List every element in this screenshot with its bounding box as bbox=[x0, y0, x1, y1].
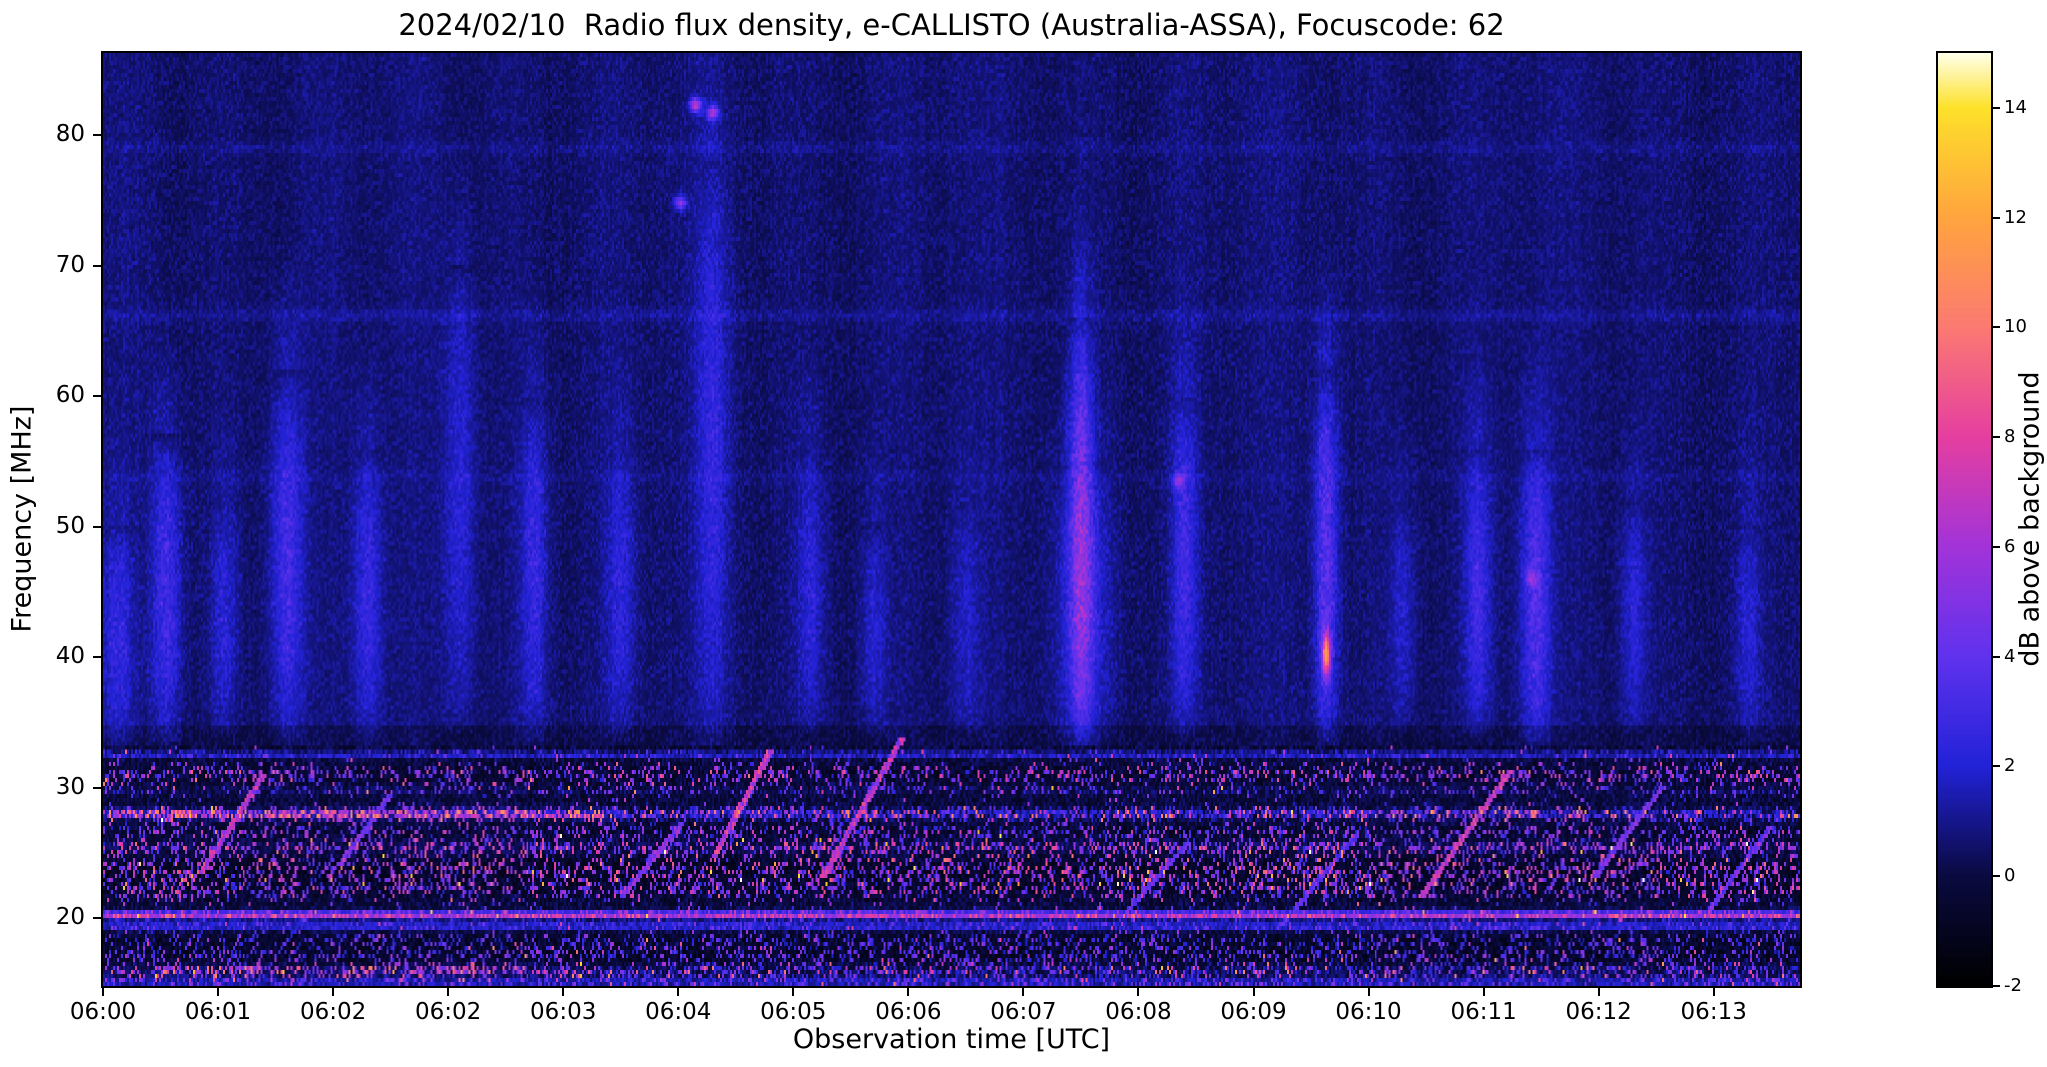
x-tick-label: 06:06 bbox=[875, 999, 942, 1025]
colorbar-tick-mark bbox=[1993, 985, 2000, 987]
colorbar-tick-label: -2 bbox=[2004, 975, 2022, 996]
y-tick-mark bbox=[93, 395, 101, 398]
chart-title: 2024/02/10 Radio flux density, e-CALLIST… bbox=[398, 8, 1505, 42]
colorbar-tick-label: 10 bbox=[2004, 316, 2027, 338]
y-tick-mark bbox=[93, 656, 101, 659]
colorbar-tick-mark bbox=[1993, 655, 2000, 658]
x-tick-label: 06:08 bbox=[1105, 999, 1172, 1025]
x-tick-mark bbox=[332, 988, 335, 996]
x-tick-mark bbox=[677, 988, 680, 996]
colorbar-label: dB above background bbox=[2014, 371, 2046, 667]
x-tick-mark bbox=[1482, 988, 1485, 996]
x-tick-label: 06:13 bbox=[1680, 999, 1747, 1025]
y-tick-label: 50 bbox=[55, 512, 85, 539]
x-tick-mark bbox=[1137, 988, 1140, 996]
colorbar-tick-mark bbox=[1993, 545, 2000, 548]
y-tick-mark bbox=[93, 134, 101, 137]
y-tick-label: 60 bbox=[55, 382, 85, 409]
x-axis-label: Observation time [UTC] bbox=[792, 1024, 1111, 1055]
x-tick-label: 06:10 bbox=[1335, 999, 1402, 1025]
colorbar-tick-label: 4 bbox=[2004, 645, 2016, 667]
y-tick-label: 30 bbox=[55, 773, 85, 800]
x-tick-label: 06:00 bbox=[69, 999, 137, 1025]
x-tick-label: 06:04 bbox=[645, 999, 712, 1025]
colorbar-canvas bbox=[1936, 51, 1993, 988]
colorbar-tick-mark bbox=[1993, 765, 2000, 768]
colorbar-tick-label: 2 bbox=[2004, 755, 2016, 777]
x-tick-mark bbox=[1597, 988, 1600, 996]
x-tick-mark bbox=[217, 988, 220, 996]
x-tick-mark bbox=[562, 988, 565, 996]
colorbar-tick-mark bbox=[1993, 875, 2000, 878]
y-tick-mark bbox=[93, 786, 101, 789]
x-tick-label: 06:03 bbox=[530, 999, 597, 1025]
colorbar-tick-label: 0 bbox=[2004, 865, 2016, 887]
colorbar-tick-mark bbox=[1993, 216, 2000, 219]
x-tick-label: 06:01 bbox=[184, 999, 252, 1025]
y-tick-label: 40 bbox=[55, 643, 85, 670]
y-tick-mark bbox=[93, 525, 101, 528]
y-tick-label: 20 bbox=[55, 904, 85, 931]
y-tick-mark bbox=[93, 917, 101, 920]
y-tick-label: 70 bbox=[55, 251, 85, 278]
colorbar-tick-label: 12 bbox=[2004, 206, 2027, 228]
x-tick-mark bbox=[102, 988, 104, 996]
x-tick-mark bbox=[1252, 988, 1255, 996]
colorbar-tick-label: 6 bbox=[2004, 535, 2016, 557]
x-tick-mark bbox=[907, 988, 910, 996]
x-tick-label: 06:02 bbox=[299, 999, 367, 1025]
colorbar-tick-mark bbox=[1993, 106, 2000, 109]
x-tick-mark bbox=[1367, 988, 1370, 996]
x-tick-label: 06:02 bbox=[414, 999, 482, 1025]
colorbar-tick-mark bbox=[1993, 326, 2000, 329]
x-tick-mark bbox=[1022, 988, 1025, 996]
x-tick-mark bbox=[1712, 988, 1715, 996]
x-tick-mark bbox=[447, 988, 450, 996]
x-tick-label: 06:12 bbox=[1565, 999, 1632, 1025]
y-tick-label: 80 bbox=[55, 121, 85, 148]
x-tick-label: 06:05 bbox=[760, 999, 827, 1025]
x-tick-label: 06:07 bbox=[990, 999, 1057, 1025]
colorbar-tick-mark bbox=[1993, 436, 2000, 439]
x-tick-mark bbox=[792, 988, 795, 996]
y-tick-mark bbox=[93, 264, 101, 267]
spectrogram-canvas bbox=[101, 51, 1802, 988]
x-tick-label: 06:11 bbox=[1450, 999, 1517, 1025]
colorbar-tick-label: 8 bbox=[2004, 426, 2016, 448]
colorbar-tick-label: 14 bbox=[2004, 96, 2027, 118]
x-tick-label: 06:09 bbox=[1220, 999, 1287, 1025]
